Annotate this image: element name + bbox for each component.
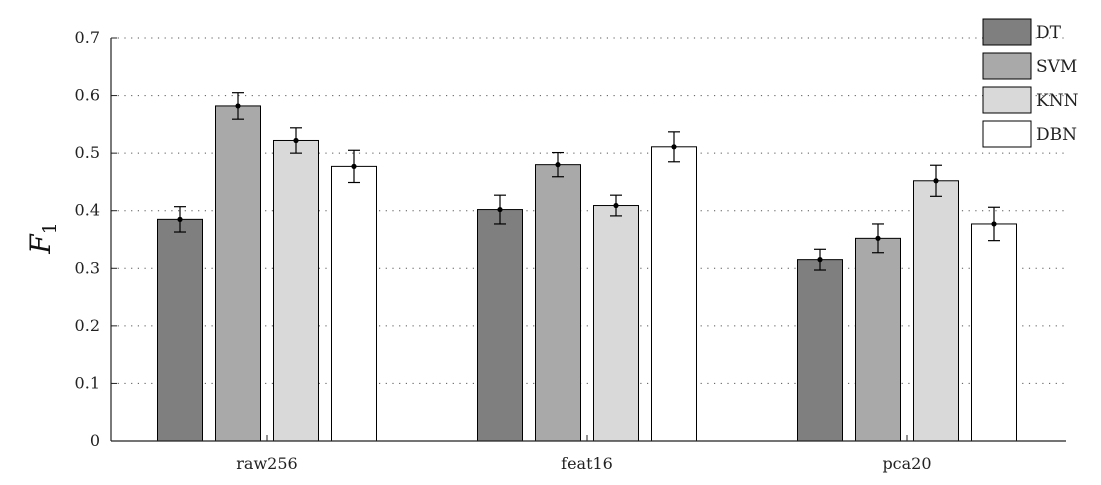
y-tick-label-6: 0.6 — [75, 86, 100, 105]
bar-DBN-feat16 — [651, 146, 697, 442]
mean-point-KNN-feat16 — [613, 202, 619, 209]
bar-DT-feat16 — [477, 209, 523, 442]
bar-DBN-pca20 — [971, 223, 1017, 442]
legend-label-DT: DT — [1036, 23, 1062, 43]
mean-point-KNN-raw256 — [293, 137, 299, 144]
bar-SVM-raw256 — [215, 105, 261, 442]
mean-point-SVM-raw256 — [235, 103, 241, 109]
bar-KNN-raw256 — [273, 139, 319, 442]
x-tick-label-pca20: pca20 — [882, 454, 931, 473]
mean-point-SVM-feat16 — [555, 162, 561, 168]
y-axis-label-subscript: 1 — [39, 222, 61, 234]
legend-swatch-KNN — [982, 86, 1032, 114]
mean-point-DBN-feat16 — [671, 144, 677, 150]
y-tick-label-2: 0.2 — [75, 316, 100, 335]
y-axis-label: F1 — [24, 222, 61, 255]
legend-label-KNN: KNN — [1036, 91, 1079, 111]
legend-swatch-DBN — [982, 120, 1032, 148]
bar-DT-pca20 — [797, 259, 843, 442]
y-tick-label-0: 0 — [90, 431, 100, 450]
legend-swatch-SVM — [982, 52, 1032, 80]
mean-point-DBN-raw256 — [351, 163, 357, 169]
bars — [157, 92, 1017, 442]
bar-SVM-feat16 — [535, 164, 581, 442]
legend-swatch-DT — [982, 18, 1032, 46]
mean-point-DT-raw256 — [177, 216, 183, 222]
x-tick-label-raw256: raw256 — [236, 454, 297, 473]
x-tick-label-feat16: feat16 — [561, 454, 613, 473]
y-axis-label-main: F — [24, 233, 57, 255]
bar-KNN-pca20 — [913, 180, 959, 442]
y-tick-label-4: 0.4 — [75, 201, 100, 220]
mean-point-SVM-pca20 — [875, 235, 881, 241]
y-tick-label-5: 0.5 — [75, 143, 100, 162]
y-tick-label-7: 0.7 — [75, 28, 100, 47]
y-tick-label-1: 0.1 — [75, 373, 100, 392]
mean-point-DT-feat16 — [497, 206, 503, 213]
mean-point-KNN-pca20 — [933, 178, 939, 184]
legend-label-SVM: SVM — [1036, 57, 1077, 77]
mean-point-DBN-pca20 — [991, 221, 997, 227]
y-tick-label-3: 0.3 — [75, 258, 100, 277]
bar-DT-raw256 — [157, 218, 203, 442]
bar-KNN-feat16 — [593, 205, 639, 442]
legend-label-DBN: DBN — [1036, 125, 1077, 145]
axes: 0 0.1 0.2 0.3 0.4 0.5 0.6 0.7 raw256 feat16 pca20 — [75, 28, 1066, 473]
mean-point-DT-pca20 — [817, 257, 823, 263]
legend: DT SVM KNN DBN — [982, 18, 1079, 148]
bar-DBN-raw256 — [331, 165, 377, 442]
bar-SVM-pca20 — [855, 237, 901, 442]
